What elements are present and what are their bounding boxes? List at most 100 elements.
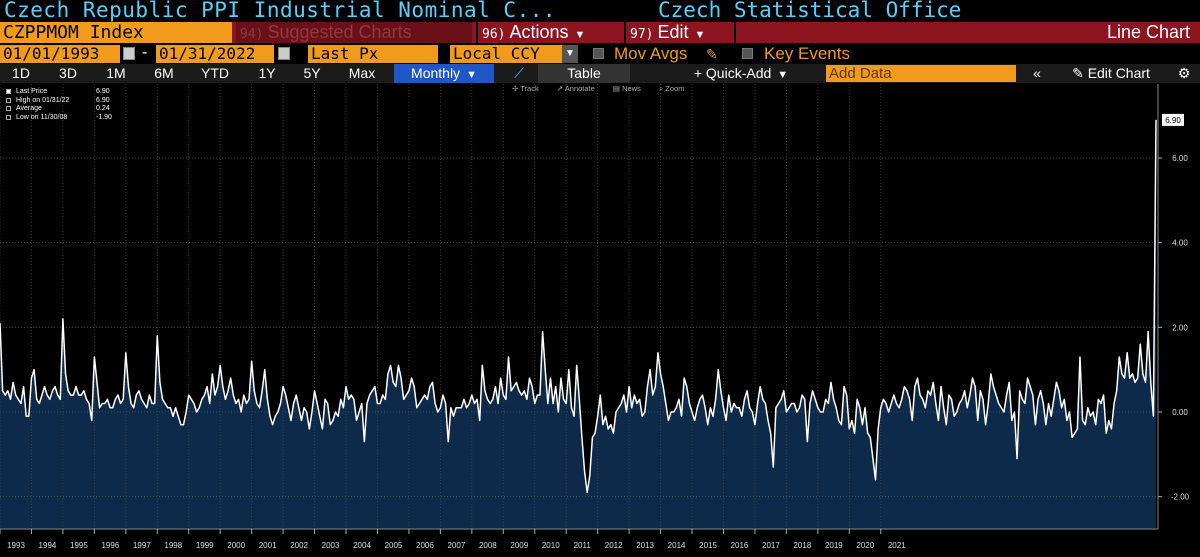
suggested-charts-button[interactable]: 94) Suggested Charts xyxy=(236,22,472,43)
annotate-tool[interactable]: ↗ Annotate xyxy=(556,84,595,93)
x-tick-label: 2015 xyxy=(699,541,717,550)
chart-area[interactable]: -2.00 0.00 2.00 4.00 6.00 6.90 1993 1994 1995 199… xyxy=(0,84,1200,557)
ticker-field[interactable]: CZPPMOM Index xyxy=(0,22,232,43)
range-button-6m[interactable]: 6M xyxy=(154,65,174,81)
legend-marker xyxy=(6,97,11,103)
range-button-5y[interactable]: 5Y xyxy=(303,65,321,81)
x-tick-label: 2019 xyxy=(825,541,843,550)
chart-type-label[interactable]: Line Chart xyxy=(1106,22,1190,42)
x-tick-label: 2014 xyxy=(668,541,686,550)
edit-chart-label: Edit Chart xyxy=(1087,65,1150,81)
table-button[interactable]: Table xyxy=(538,64,630,83)
actions-label: Actions xyxy=(509,22,569,42)
x-tick-label: 2005 xyxy=(385,541,403,550)
track-label: Track xyxy=(520,84,539,93)
calendar-icon[interactable] xyxy=(278,47,290,60)
x-tick-label: 2010 xyxy=(542,541,560,550)
x-tick-label: 1996 xyxy=(101,541,119,550)
x-tick-label: 2011 xyxy=(574,541,592,550)
collapse-icon[interactable]: « xyxy=(1033,65,1041,81)
settings-bar: 01/01/1993 - 01/31/2022 Last Px Local CC… xyxy=(0,44,1200,64)
title-bar: Czech Republic PPI Industrial Nominal C.… xyxy=(0,0,1200,22)
edit-number: 97) xyxy=(630,27,654,42)
x-tick-label: 2020 xyxy=(856,541,874,550)
legend-marker xyxy=(6,114,11,120)
x-tick-label: 2012 xyxy=(605,541,623,550)
end-date-field[interactable]: 01/31/2022 xyxy=(156,45,274,63)
range-button-1d[interactable]: 1D xyxy=(12,65,30,81)
mov-avgs-checkbox[interactable] xyxy=(593,48,604,59)
pencil-icon[interactable]: ✎ xyxy=(706,46,718,62)
x-tick-label: 1994 xyxy=(39,541,57,550)
x-tick-label: 2008 xyxy=(479,541,497,550)
legend-value: 6.90 xyxy=(96,88,110,95)
quick-add-label: Quick-Add xyxy=(705,65,772,81)
range-bar: 1D 3D 1M 6M YTD 1Y 5Y Max Monthly ▼ ⟋ Tab… xyxy=(0,64,1200,83)
line-chart[interactable]: -2.00 0.00 2.00 4.00 6.00 6.90 1993 1994 1995 199… xyxy=(0,84,1200,557)
actions-number: 96) xyxy=(482,27,506,42)
series-area xyxy=(0,119,1156,530)
y-tick-label: 0.00 xyxy=(1172,408,1188,417)
calendar-icon[interactable] xyxy=(123,47,135,60)
y-tick-label: 6.00 xyxy=(1172,154,1188,163)
add-data-input[interactable]: Add Data xyxy=(826,65,1016,82)
x-tick-label: 2007 xyxy=(447,541,465,550)
currency-selector[interactable]: Local CCY xyxy=(450,45,562,63)
legend-label: Low on 11/30/08 xyxy=(16,113,68,121)
suggested-charts-number: 94) xyxy=(240,27,264,42)
gear-icon[interactable]: ⚙ xyxy=(1177,65,1191,81)
x-tick-label: 2017 xyxy=(762,541,780,550)
x-tick-label: 2004 xyxy=(353,541,371,550)
actions-menu-button[interactable]: 96) Actions ▼ xyxy=(476,22,622,43)
chart-tools: ✢ Track ↗ Annotate ▤ News ⌕ Zoom xyxy=(512,84,700,95)
annotate-label: Annotate xyxy=(564,84,595,93)
zoom-label: Zoom xyxy=(665,84,685,93)
range-button-1y[interactable]: 1Y xyxy=(258,65,276,81)
range-button-max[interactable]: Max xyxy=(348,65,376,81)
x-tick-label: 2009 xyxy=(510,541,528,550)
key-events-label: Key Events xyxy=(764,44,850,63)
last-value-tag xyxy=(1162,113,1184,126)
chevron-down-icon[interactable]: ▼ xyxy=(562,45,578,63)
range-button-1m[interactable]: 1M xyxy=(106,65,126,81)
edit-menu-button[interactable]: 97) Edit ▼ xyxy=(624,22,736,43)
date-range-dash: - xyxy=(142,44,148,61)
x-tick-label: 1993 xyxy=(7,541,25,550)
frequency-label: Monthly xyxy=(411,65,461,81)
series-line xyxy=(0,119,1157,494)
chevron-down-icon: ▼ xyxy=(694,29,706,41)
source-name: Czech Statistical Office xyxy=(658,0,962,22)
range-button-3d[interactable]: 3D xyxy=(59,65,77,81)
x-tick-label: 2021 xyxy=(888,541,906,550)
legend-label: Average xyxy=(16,105,42,112)
x-tick-label: 2001 xyxy=(259,541,277,550)
chevron-down-icon: ▼ xyxy=(777,69,789,81)
x-tick-label: 2016 xyxy=(731,541,749,550)
last-value-label: 6.90 xyxy=(1165,116,1181,125)
x-tick-label: 1999 xyxy=(196,541,214,550)
quick-add-button[interactable]: + Quick-Add ▼ xyxy=(674,64,808,83)
key-events-checkbox[interactable] xyxy=(742,48,753,59)
field-selector[interactable]: Last Px xyxy=(308,45,438,63)
frequency-dropdown[interactable]: Monthly ▼ xyxy=(394,64,494,83)
x-tick-label: 1998 xyxy=(164,541,182,550)
start-date-field[interactable]: 01/01/1993 xyxy=(0,45,120,63)
news-tool[interactable]: ▤ News xyxy=(612,84,641,93)
news-label: News xyxy=(622,84,641,93)
legend-value: 6.90 xyxy=(96,96,110,104)
x-tick-label: 2006 xyxy=(416,541,434,550)
y-tick-label: 2.00 xyxy=(1172,323,1188,332)
range-button-ytd[interactable]: YTD xyxy=(201,65,229,81)
security-title: Czech Republic PPI Industrial Nominal C.… xyxy=(4,0,557,22)
legend-value: 0.24 xyxy=(96,105,110,112)
x-tick-label: 1997 xyxy=(133,541,151,550)
command-bar: CZPPMOM Index 94) Suggested Charts 96) Act… xyxy=(0,22,1200,43)
x-tick-label: 2013 xyxy=(636,541,654,550)
legend-label: High on 01/31/22 xyxy=(16,96,70,104)
zoom-tool[interactable]: ⌕ Zoom xyxy=(658,84,685,93)
edit-chart-button[interactable]: ✎ Edit Chart xyxy=(1054,64,1168,83)
track-tool[interactable]: ✢ Track xyxy=(512,84,539,93)
line-chart-icon[interactable]: ⟋ xyxy=(514,65,524,81)
mov-avgs-label: Mov Avgs xyxy=(614,44,688,63)
edit-label: Edit xyxy=(657,22,689,42)
